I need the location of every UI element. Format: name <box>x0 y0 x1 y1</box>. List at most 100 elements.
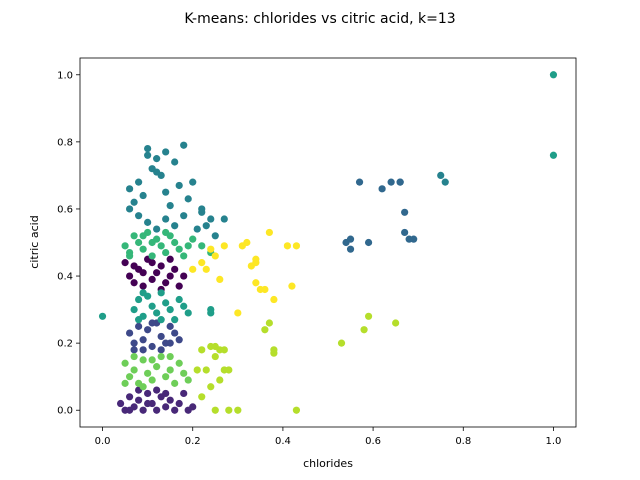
cluster-8-point <box>234 406 242 414</box>
cluster-4-point <box>153 168 161 176</box>
cluster-0-point <box>139 282 147 290</box>
cluster-9-point <box>198 259 206 267</box>
cluster-1-point <box>126 406 134 414</box>
cluster-0-point <box>139 269 147 277</box>
cluster-9-point <box>220 242 228 250</box>
cluster-0-point <box>166 272 174 280</box>
cluster-1-point <box>153 406 161 414</box>
cluster-1-point <box>166 396 174 404</box>
cluster-7-point <box>130 366 138 374</box>
cluster-2-point <box>130 339 138 347</box>
cluster-4-point <box>180 212 188 220</box>
cluster-4-point <box>135 178 143 186</box>
cluster-8-point <box>265 319 273 327</box>
y-tick-label: 0.0 <box>57 406 73 417</box>
cluster-2-point <box>130 346 138 354</box>
cluster-8-point <box>211 406 219 414</box>
cluster-2-point <box>126 329 134 337</box>
cluster-2-point <box>175 336 183 344</box>
x-tick-label: 0.8 <box>455 436 471 447</box>
cluster-0-point <box>121 259 129 267</box>
cluster-6-point <box>157 242 165 250</box>
cluster-5-point <box>207 305 215 314</box>
cluster-3-point <box>410 235 418 243</box>
cluster-9-point <box>252 279 260 287</box>
cluster-6-point <box>184 242 192 250</box>
x-tick-label: 1.0 <box>546 436 562 447</box>
cluster-7-point <box>184 376 192 384</box>
x-tick-label: 0.4 <box>275 436 291 447</box>
cluster-3-point <box>364 238 373 247</box>
cluster-0-point <box>171 265 179 273</box>
cluster-8-point <box>198 346 206 354</box>
x-axis: 0.0 0.2 0.4 0.6 0.8 1.0 <box>95 427 562 447</box>
cluster-2-point <box>157 332 165 341</box>
x-tick-label: 0.6 <box>365 436 381 447</box>
cluster-1-point <box>126 393 134 401</box>
cluster-4-point <box>202 222 210 230</box>
cluster-4-point <box>126 185 134 193</box>
cluster-0-point <box>130 262 138 270</box>
cluster-6-point <box>135 238 143 247</box>
cluster-9-point <box>288 282 296 290</box>
x-tick-label: 0.2 <box>185 436 201 447</box>
cluster-5-point <box>157 316 165 324</box>
cluster-4-point <box>162 148 170 156</box>
cluster-8-point <box>216 346 224 354</box>
cluster-1-point <box>162 403 170 411</box>
cluster-4-point <box>144 144 152 153</box>
cluster-7-point <box>139 356 147 364</box>
cluster-1-point <box>144 389 152 398</box>
cluster-5-point <box>162 299 170 307</box>
cluster-4-point <box>211 232 219 240</box>
cluster-7-point <box>175 359 183 367</box>
cluster-4-point <box>153 225 161 233</box>
cluster-4-point <box>166 202 174 210</box>
y-tick-label: 0.8 <box>57 137 73 148</box>
cluster-2-point <box>139 336 147 344</box>
cluster-8-point <box>364 312 373 320</box>
cluster-1-point <box>135 396 143 404</box>
cluster-4-point <box>162 188 170 196</box>
cluster-6-point <box>189 235 197 243</box>
cluster-9-point <box>270 295 278 304</box>
cluster-5-point <box>549 151 558 159</box>
cluster-6-point <box>148 238 156 247</box>
y-axis-label: citric acid <box>28 215 41 268</box>
cluster-1-point <box>153 386 161 394</box>
cluster-9-point <box>261 285 269 294</box>
cluster-0-point <box>148 275 156 283</box>
cluster-4-point <box>171 158 179 166</box>
cluster-1-point <box>162 389 170 398</box>
cluster-6-point <box>139 245 147 253</box>
cluster-4-point <box>437 171 445 180</box>
cluster-8-point <box>360 326 368 334</box>
cluster-5-point <box>184 309 192 317</box>
cluster-4-point <box>130 198 138 206</box>
cluster-8-point <box>225 366 233 374</box>
cluster-2-point <box>148 319 156 327</box>
cluster-3-point <box>387 178 395 186</box>
cluster-2-point <box>157 346 165 354</box>
cluster-0-point <box>162 279 170 287</box>
cluster-8-point <box>337 339 346 347</box>
cluster-2-point <box>144 326 152 334</box>
cluster-9-point <box>189 265 197 273</box>
cluster-0-point <box>166 255 174 263</box>
cluster-4-point <box>135 212 143 220</box>
cluster-7-point <box>180 369 188 377</box>
cluster-4-point <box>153 155 161 163</box>
cluster-7-point <box>166 366 174 374</box>
cluster-7-point <box>148 376 156 384</box>
cluster-6-point <box>130 232 138 240</box>
cluster-0-point <box>157 262 165 270</box>
cluster-8-point <box>202 366 210 374</box>
cluster-5-point <box>98 312 107 320</box>
cluster-9-point <box>265 228 273 237</box>
x-axis-label: chlorides <box>303 457 353 470</box>
chart-title: K-means: chlorides vs citric acid, k=13 <box>184 11 455 27</box>
cluster-2-point <box>166 339 174 347</box>
cluster-0-point <box>153 269 161 277</box>
cluster-5-point <box>130 305 138 314</box>
